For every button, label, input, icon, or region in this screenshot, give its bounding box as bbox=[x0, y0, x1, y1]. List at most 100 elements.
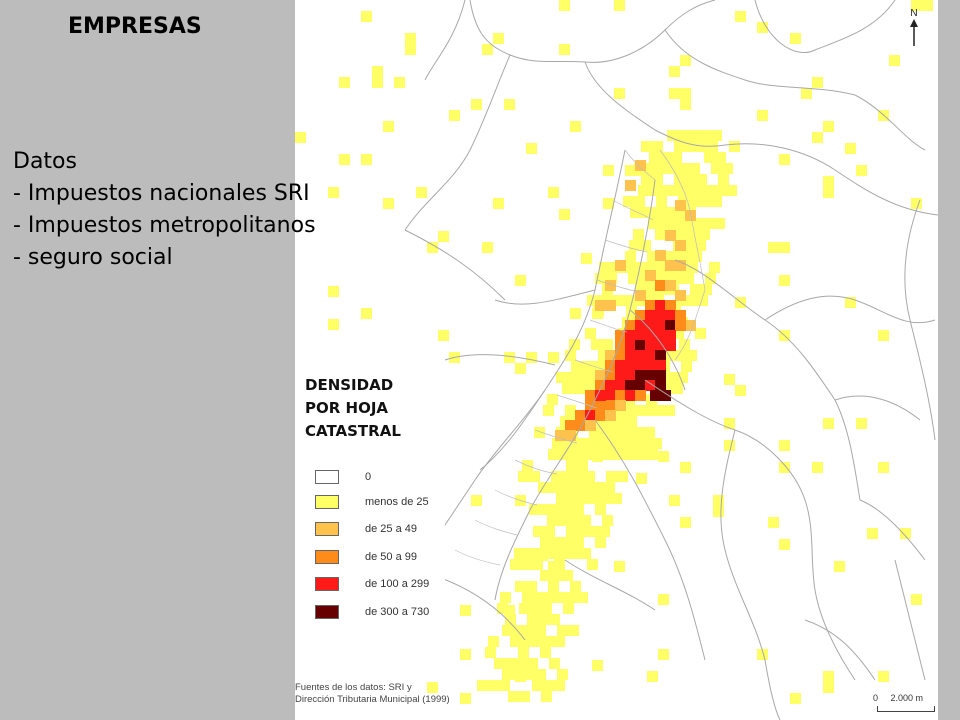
right-margin bbox=[938, 0, 960, 720]
density-cell-low bbox=[617, 471, 628, 482]
density-cell-low bbox=[540, 647, 551, 658]
info-panel: EMPRESAS bbox=[0, 0, 295, 720]
density-cell-scatter bbox=[515, 671, 526, 682]
density-cell-low bbox=[519, 691, 530, 702]
density-cell-50-99 bbox=[595, 410, 606, 421]
density-cell-scatter bbox=[856, 418, 867, 429]
density-cell-low bbox=[562, 383, 573, 394]
density-cell-25-49 bbox=[615, 400, 626, 411]
density-cell-low bbox=[704, 152, 715, 163]
density-cell-low bbox=[666, 372, 677, 383]
density-cell-low bbox=[664, 405, 675, 416]
density-cell-scatter bbox=[328, 187, 339, 198]
density-cell-low bbox=[543, 636, 554, 647]
density-cell-scatter bbox=[790, 33, 801, 44]
legend-title: DENSIDAD POR HOJA CATASTRAL bbox=[297, 372, 457, 454]
density-cell-low bbox=[677, 229, 688, 240]
density-cell-scatter bbox=[922, 0, 933, 11]
density-cell-low bbox=[529, 471, 540, 482]
density-cell-50-99 bbox=[605, 370, 616, 381]
density-cell-50-99 bbox=[605, 360, 616, 371]
density-cell-low bbox=[558, 515, 569, 526]
density-cell-low bbox=[499, 680, 510, 691]
density-cell-scatter bbox=[647, 671, 658, 682]
density-cell-low bbox=[521, 559, 532, 570]
density-cell-100-299 bbox=[655, 320, 666, 331]
density-cell-scatter bbox=[592, 308, 603, 319]
data-sources-list: Datos - Impuestos nacionales SRI - Impue… bbox=[13, 146, 316, 274]
density-cell-low bbox=[652, 141, 663, 152]
density-cell-300-730 bbox=[655, 350, 666, 361]
density-cell-low bbox=[521, 636, 532, 647]
density-cell-25-49 bbox=[615, 260, 626, 271]
density-cell-scatter bbox=[482, 242, 493, 253]
density-cell-25-49 bbox=[655, 250, 666, 261]
density-cell-low bbox=[549, 482, 560, 493]
density-cell-scatter bbox=[570, 121, 581, 132]
density-cell-low bbox=[538, 482, 549, 493]
density-cell-scatter bbox=[504, 605, 515, 616]
density-cell-scatter bbox=[878, 462, 889, 473]
density-cell-low bbox=[680, 251, 691, 262]
density-cell-50-99 bbox=[665, 300, 676, 311]
density-cell-low bbox=[580, 515, 591, 526]
density-cell-low bbox=[672, 273, 683, 284]
density-cell-low bbox=[500, 592, 511, 603]
density-cell-scatter bbox=[339, 77, 350, 88]
density-cell-low bbox=[604, 482, 615, 493]
density-cell-scatter bbox=[493, 33, 504, 44]
density-cell-300-730 bbox=[650, 390, 661, 401]
density-cell-low bbox=[540, 537, 551, 548]
density-cell-scatter bbox=[911, 198, 922, 209]
density-cell-low bbox=[573, 537, 584, 548]
density-cell-scatter bbox=[779, 154, 790, 165]
density-cell-low bbox=[551, 471, 562, 482]
density-cell-low bbox=[639, 273, 650, 284]
density-cell-300-730 bbox=[635, 370, 646, 381]
density-cell-100-299 bbox=[615, 360, 626, 371]
density-cell-low bbox=[602, 515, 613, 526]
density-cell-25-49 bbox=[645, 270, 656, 281]
density-cell-50-99 bbox=[675, 320, 686, 331]
density-cell-low bbox=[649, 185, 660, 196]
density-cell-low bbox=[587, 559, 598, 570]
density-cell-low bbox=[558, 548, 569, 559]
density-cell-scatter bbox=[460, 605, 471, 616]
density-cell-low bbox=[628, 273, 639, 284]
density-cell-scatter bbox=[790, 693, 801, 704]
density-cell-scatter bbox=[823, 671, 834, 682]
density-cell-scatter bbox=[559, 0, 570, 11]
density-cell-100-299 bbox=[645, 360, 656, 371]
density-cell-low bbox=[505, 614, 516, 625]
density-cell-low bbox=[634, 196, 645, 207]
density-cell-low bbox=[640, 438, 651, 449]
density-cell-low bbox=[642, 405, 653, 416]
density-cell-low bbox=[485, 647, 496, 658]
density-cell-low bbox=[560, 482, 571, 493]
density-cell-low bbox=[477, 680, 488, 691]
density-cell-scatter bbox=[614, 429, 625, 440]
density-cell-100-299 bbox=[655, 340, 666, 351]
density-cell-300-730 bbox=[645, 370, 656, 381]
density-cell-low bbox=[714, 218, 725, 229]
density-cell-25-49 bbox=[605, 280, 616, 291]
density-cell-scatter bbox=[823, 121, 834, 132]
density-cell-low bbox=[577, 526, 588, 537]
density-cell-100-299 bbox=[655, 360, 666, 371]
density-cell-scatter bbox=[339, 154, 350, 165]
density-cell-scatter bbox=[504, 352, 515, 363]
density-cell-scatter bbox=[834, 561, 845, 572]
density-cell-low bbox=[674, 174, 685, 185]
density-cell-50-99 bbox=[585, 390, 596, 401]
density-cell-scatter bbox=[614, 561, 625, 572]
density-cell-scatter bbox=[372, 66, 383, 77]
density-cell-25-49 bbox=[595, 300, 606, 311]
density-cell-scatter bbox=[878, 330, 889, 341]
density-cell-low bbox=[595, 537, 606, 548]
density-cell-low bbox=[686, 350, 697, 361]
density-cell-low bbox=[678, 163, 689, 174]
density-cell-100-299 bbox=[645, 340, 656, 351]
scale-label: 0 2.000 m bbox=[873, 693, 924, 703]
density-cell-low bbox=[557, 625, 568, 636]
density-cell-low bbox=[667, 130, 678, 141]
